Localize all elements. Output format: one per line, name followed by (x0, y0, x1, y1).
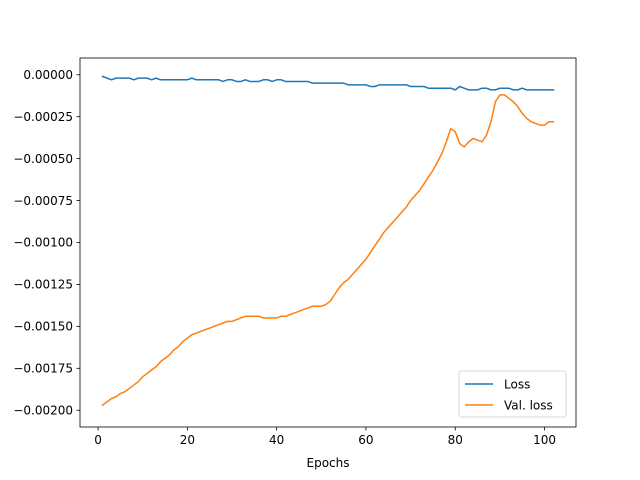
y-tick-label: −0.00200 (13, 403, 73, 417)
x-tick-label: 40 (269, 433, 284, 447)
y-tick-label: 0.00000 (23, 68, 73, 82)
y-tick-label: −0.00075 (13, 194, 73, 208)
legend-label-2: Val. loss (504, 398, 553, 412)
x-tick-label: 100 (533, 433, 556, 447)
series-line-1 (101, 75, 555, 91)
series-line-2 (101, 94, 555, 407)
y-tick-label: −0.00050 (13, 152, 73, 166)
legend-label-1: Loss (504, 377, 530, 391)
y-tick-label: −0.00150 (13, 320, 73, 334)
series-layer (101, 75, 555, 407)
y-tick-label: −0.00100 (13, 236, 73, 250)
y-tick-label: −0.00025 (13, 110, 73, 124)
x-tick-label: 20 (180, 433, 195, 447)
x-tick-label: 0 (94, 433, 102, 447)
x-tick-label: 60 (358, 433, 373, 447)
x-axis-label: Epochs (307, 456, 350, 470)
axes-layer: 0 20 40 60 80 100 0.00000 −0.00025 −0.00050 −0.00… (13, 57, 577, 470)
x-tick-label: 80 (448, 433, 463, 447)
legend: Loss Val. loss (458, 370, 567, 418)
y-tick-label: −0.00125 (13, 278, 73, 292)
y-tick-label: −0.00175 (13, 361, 73, 375)
